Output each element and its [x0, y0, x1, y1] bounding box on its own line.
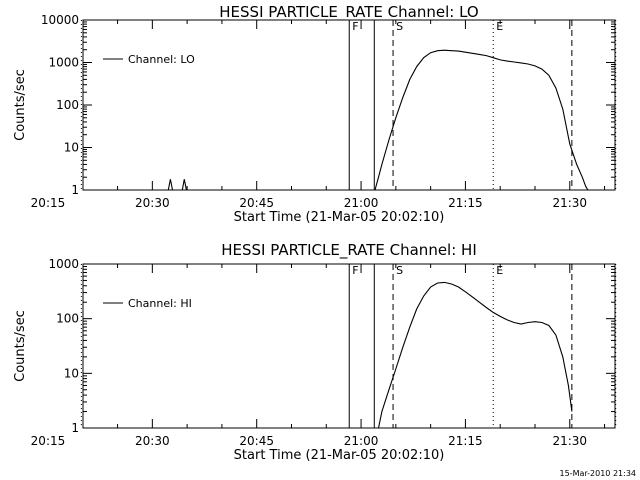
x-tick-label: 21:30 — [552, 196, 587, 210]
x-tick-label: 20:30 — [135, 196, 170, 210]
y-tick-label: 1 — [71, 183, 79, 197]
chart-title: HESSI PARTICLE_RATE Channel: HI — [221, 241, 477, 260]
y-tick-label: 1000 — [48, 257, 79, 271]
marker-label: F — [352, 264, 358, 277]
plot-timestamp: 15-Mar-2010 21:34 — [560, 469, 637, 478]
series-line — [167, 49, 589, 191]
x-tick-label: 21:15 — [448, 196, 483, 210]
x-tick-label: 21:00 — [344, 434, 379, 448]
x-tick-label: 20:15 — [31, 434, 66, 448]
y-tick-label: 100 — [56, 98, 79, 112]
x-tick-label: 20:45 — [239, 196, 274, 210]
x-tick-label: 21:15 — [448, 434, 483, 448]
marker-label: E — [496, 20, 503, 33]
y-tick-label: 10 — [64, 366, 79, 380]
marker-label: E — [496, 264, 503, 277]
marker-label: S — [396, 264, 403, 277]
y-axis-label: Counts/sec — [13, 69, 28, 141]
plot-frame — [82, 263, 616, 429]
series-line — [377, 281, 573, 429]
y-tick-label: 10000 — [41, 13, 79, 27]
x-tick-label: 21:30 — [552, 434, 587, 448]
x-axis-label: Start Time (21-Mar-05 20:02:10) — [234, 448, 445, 463]
marker-label: F — [352, 20, 358, 33]
y-axis-label: Counts/sec — [13, 310, 28, 382]
legend-label: Channel: LO — [128, 53, 195, 66]
y-tick-label: 1000 — [48, 56, 79, 70]
y-tick-label: 10 — [64, 141, 79, 155]
x-axis-label: Start Time (21-Mar-05 20:02:10) — [234, 210, 445, 225]
marker-label: S — [396, 20, 403, 33]
x-tick-label: 20:45 — [239, 434, 274, 448]
y-tick-label: 1 — [71, 421, 79, 435]
chart-title: HESSI PARTICLE_RATE Channel: LO — [219, 3, 478, 22]
x-tick-label: 20:15 — [31, 196, 66, 210]
x-tick-label: 20:30 — [135, 434, 170, 448]
legend-label: Channel: HI — [128, 297, 192, 310]
x-tick-label: 21:00 — [344, 196, 379, 210]
y-tick-label: 100 — [56, 312, 79, 326]
